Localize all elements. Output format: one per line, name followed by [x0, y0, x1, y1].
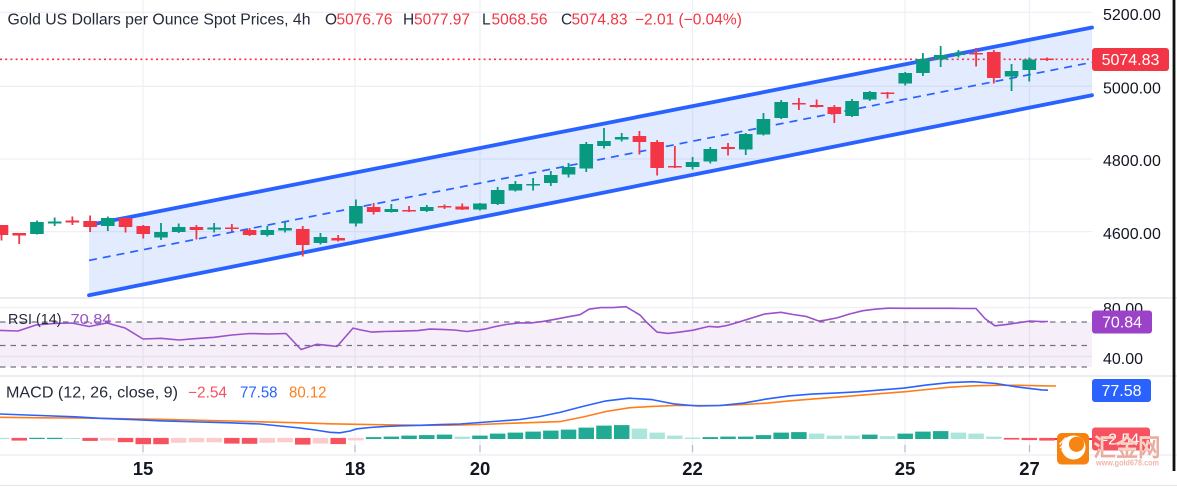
svg-text:O: O: [325, 12, 337, 29]
svg-text:40.00: 40.00: [1103, 351, 1143, 368]
svg-text:70.84: 70.84: [71, 311, 112, 328]
svg-text:5068.56: 5068.56: [492, 12, 548, 29]
svg-text:4600.00: 4600.00: [1103, 226, 1161, 243]
svg-text:−2.54: −2.54: [188, 385, 227, 402]
svg-text:15: 15: [133, 458, 154, 479]
svg-text:80.12: 80.12: [289, 385, 327, 402]
svg-text:5074.83: 5074.83: [1102, 52, 1160, 69]
svg-text:L: L: [482, 12, 491, 29]
svg-text:5074.83: 5074.83: [572, 12, 628, 29]
svg-text:20: 20: [470, 458, 491, 479]
svg-text:Gold US Dollars per Ounce Spot: Gold US Dollars per Ounce Spot Prices, 4…: [8, 12, 311, 29]
svg-text:MACD (12, 26, close, 9): MACD (12, 26, close, 9): [6, 385, 178, 402]
svg-text:4800.00: 4800.00: [1103, 153, 1161, 170]
svg-text:70.84: 70.84: [1102, 315, 1142, 332]
svg-text:汇金网: 汇金网: [1094, 433, 1161, 462]
svg-text:22: 22: [682, 458, 703, 479]
svg-text:-2.54: -2.54: [1103, 432, 1140, 449]
svg-text:5200.00: 5200.00: [1103, 7, 1161, 24]
svg-text:C: C: [561, 12, 572, 29]
svg-text:27: 27: [1019, 458, 1040, 479]
svg-text:25: 25: [895, 458, 916, 479]
svg-text:H: H: [403, 12, 414, 29]
svg-text:汇金网: 汇金网: [1094, 433, 1161, 462]
svg-text:RSI (14): RSI (14): [8, 311, 62, 328]
svg-text:−2.01 (−0.04%): −2.01 (−0.04%): [635, 12, 742, 29]
svg-text:5077.97: 5077.97: [414, 12, 470, 29]
svg-text:www.gold678.com: www.gold678.com: [1095, 458, 1159, 468]
svg-text:5076.76: 5076.76: [337, 12, 393, 29]
svg-text:5000.00: 5000.00: [1103, 81, 1161, 98]
svg-text:77.58: 77.58: [1101, 383, 1141, 400]
svg-text:18: 18: [345, 458, 366, 479]
svg-text:77.58: 77.58: [240, 385, 278, 402]
